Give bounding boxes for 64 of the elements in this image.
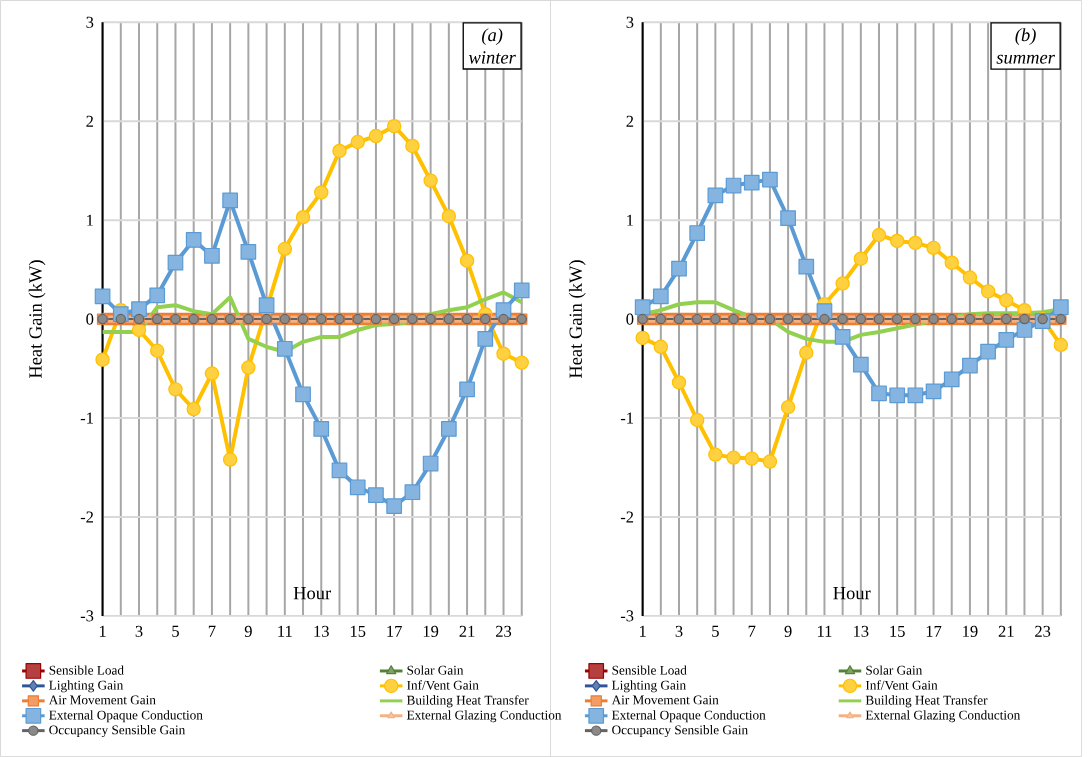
x-tick-label: 11 — [278, 625, 292, 637]
x-tick-label: 15 — [350, 625, 366, 637]
legend-label: Sensible Load — [49, 665, 124, 675]
x-tick-label: 21 — [459, 625, 475, 637]
x-tick-label: 19 — [423, 625, 439, 637]
y-tick-label: 3 — [626, 16, 634, 28]
x-axis-title: Hour — [293, 586, 332, 600]
x-tick-label: 3 — [675, 625, 683, 637]
legend-label: External Opaque Conduction — [49, 710, 203, 723]
y-tick-label: 1 — [87, 214, 93, 226]
text: summer — [996, 54, 1055, 64]
x-tick-label: 9 — [244, 625, 252, 637]
x-tick-label: 13 — [314, 625, 329, 637]
x-axis-title: Hour — [833, 586, 871, 600]
legend-label: Inf/Vent Gain — [865, 680, 938, 690]
legend-label: Occupancy Sensible Gain — [49, 725, 186, 738]
y-axis-title: Heat Gain (kW) — [28, 260, 46, 379]
legend-label: External Glazing Conduction — [865, 710, 1021, 723]
y-tick-label: 3 — [86, 16, 94, 28]
x-tick-label: 1 — [99, 625, 106, 637]
y-tick-label: 2 — [86, 115, 94, 127]
y-tick-label: 0 — [86, 313, 94, 325]
legend-label: Lighting Gain — [49, 680, 124, 693]
y-tick-label: -3 — [620, 610, 634, 622]
y-tick-label: -1 — [620, 412, 634, 424]
y-axis-title: Heat Gain (kW) — [568, 260, 586, 379]
x-tick-label: 23 — [1035, 625, 1051, 637]
x-tick-label: 17 — [387, 625, 402, 637]
legend-label: Inf/Vent Gain — [407, 680, 479, 690]
y-tick-label: 2 — [626, 115, 634, 127]
chart-title: (b) — [1015, 28, 1036, 45]
legend-label: External Opaque Conduction — [611, 710, 766, 723]
x-tick-label: 21 — [998, 625, 1014, 637]
x-tick-label: 5 — [712, 625, 719, 637]
legend-label: Air Movement Gain — [611, 695, 719, 705]
x-tick-label: 7 — [208, 625, 216, 637]
legend-label: Sensible Load — [612, 665, 687, 675]
x-tick-label: 19 — [963, 625, 978, 637]
x-tick-label: 7 — [748, 625, 756, 637]
y-tick-label: -2 — [80, 511, 94, 523]
y-tick-label: 0 — [626, 313, 634, 325]
x-tick-label: 5 — [172, 625, 179, 637]
x-tick-label: 13 — [854, 625, 869, 637]
x-tick-label: 9 — [784, 625, 792, 637]
x-tick-label: 17 — [926, 625, 942, 637]
y-tick-label: 1 — [627, 214, 634, 226]
chart-title: (a) — [482, 28, 503, 45]
legend-label: Building Heat Transfer — [865, 695, 988, 708]
legend-label: Air Movement Gain — [48, 695, 156, 705]
y-tick-label: -2 — [620, 511, 634, 523]
legend-label: Building Heat Transfer — [406, 695, 529, 708]
y-tick-label: -1 — [80, 412, 93, 424]
legend-label: Lighting Gain — [611, 680, 686, 693]
legend-label: Solar Gain — [407, 665, 464, 675]
legend-label: Solar Gain — [866, 665, 923, 675]
legend-label: Occupancy Sensible Gain — [612, 725, 748, 738]
text: winter — [468, 51, 516, 64]
x-tick-label: 1 — [639, 625, 646, 637]
x-tick-label: 3 — [135, 625, 143, 637]
y-tick-label: -3 — [80, 610, 94, 622]
x-tick-label: 23 — [495, 625, 512, 637]
legend-label: External Glazing Conduction — [406, 710, 562, 723]
x-tick-label: 15 — [890, 625, 905, 637]
x-tick-label: 11 — [817, 625, 832, 637]
